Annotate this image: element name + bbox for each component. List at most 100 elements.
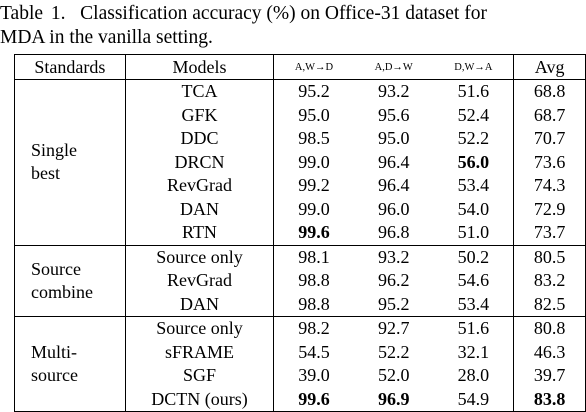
table-body: Single best TCA 95.2 93.2 51.6 68.8 GFK 95.0 95.6… — [14, 79, 586, 412]
value-awd-cell: 98.8 — [298, 270, 330, 291]
value-adw-cell: 96.9 — [354, 388, 434, 412]
value-dwa-cell: 54.6 — [433, 269, 515, 293]
caption-line-1: Table 1. Classification accuracy (%) on … — [0, 1, 487, 27]
value-dwa-cell: 52.4 — [433, 103, 515, 127]
value-awd-cell: 98.5 — [298, 128, 330, 149]
value-awd-cell: 99.6 — [274, 221, 354, 245]
standard-label-line: Multi- — [31, 342, 78, 362]
value-dwa-cell: 50.2 — [433, 244, 515, 269]
table-row: DCTN (ours) 99.6 96.9 54.9 83.8 — [15, 387, 586, 412]
value-dwa-cell: 54.9 — [433, 387, 515, 412]
caption-line-2: MDA in the vanilla setting. — [0, 27, 213, 48]
value-avg-cell: 83.2 — [533, 270, 566, 291]
standard-label-line: combine — [31, 281, 93, 302]
value-dwa-cell: 51.6 — [433, 316, 515, 341]
value-dwa-cell: 53.4 — [433, 174, 515, 198]
table-row: sFRAME 54.5 52.2 32.1 46.3 — [15, 340, 586, 364]
value-adw-cell: 96.4 — [377, 175, 410, 196]
value-avg-cell: 39.7 — [533, 365, 566, 386]
value-avg-cell: 80.8 — [513, 316, 586, 341]
value-adw-cell: 93.2 — [377, 81, 410, 102]
table-row: DDC 98.5 95.0 52.2 70.7 — [15, 127, 586, 151]
value-dwa-cell: 54.0 — [433, 197, 515, 221]
value-adw-cell: 96.0 — [377, 198, 410, 219]
value-awd-cell: 98.2 — [273, 316, 354, 341]
model-cell: sFRAME — [125, 340, 275, 364]
model-cell: Source only — [125, 316, 275, 341]
value-adw-cell: 95.6 — [377, 104, 410, 125]
value-dwa-cell: 51.0 — [433, 221, 515, 245]
value-adw-cell: 52.0 — [377, 365, 410, 386]
standard-label-line: Source — [31, 258, 81, 279]
value-avg-cell: 68.7 — [533, 104, 566, 125]
table-row: DAN 99.0 96.0 54.0 72.9 — [15, 197, 586, 221]
model-cell: Source only — [125, 244, 275, 269]
model-cell: GFK — [125, 103, 275, 127]
model-cell: RevGrad — [125, 269, 275, 293]
value-dwa-cell: 56.0 — [433, 150, 515, 174]
model-cell: DCTN (ours) — [125, 387, 275, 412]
table-row: RevGrad 99.2 96.4 53.4 74.3 — [15, 174, 586, 198]
value-avg-cell: 74.3 — [533, 175, 566, 196]
header-row: Standards Models A,W→D A,D→W D,W→A Avg — [14, 54, 586, 80]
value-adw-cell: 92.7 — [353, 316, 434, 341]
standard-cell: Multi-source — [14, 316, 126, 412]
standard-label-line: Single — [31, 140, 78, 161]
header-adw: A,D→W — [353, 54, 434, 80]
value-awd-cell: 98.1 — [273, 244, 354, 269]
model-cell: DRCN — [125, 150, 275, 174]
table-row: DAN 98.8 95.2 53.4 82.5 — [15, 292, 586, 317]
value-dwa-cell: 32.1 — [433, 340, 515, 364]
table-row: Multi-source Source only 98.2 92.7 51.6 80.8 — [14, 316, 586, 412]
value-avg-cell: 83.8 — [514, 388, 586, 412]
standard-cell: Single best — [14, 79, 126, 245]
value-awd-cell: 98.8 — [298, 293, 330, 314]
standard-label-line: best — [31, 163, 60, 184]
value-adw-cell: 95.0 — [377, 128, 410, 149]
value-awd-cell: 99.0 — [298, 198, 330, 219]
value-dwa-cell: 28.0 — [433, 364, 515, 388]
caption-text-1: Classification accuracy (%) on Office-31… — [80, 3, 487, 24]
value-awd-cell: 99.2 — [298, 175, 330, 196]
standard-label-line: source — [31, 365, 78, 385]
header-awd: A,W→D — [273, 54, 354, 80]
value-awd-cell: 54.5 — [298, 341, 330, 362]
header-dwa: D,W→A — [433, 54, 515, 80]
value-avg-cell: 82.5 — [533, 293, 566, 314]
value-avg-cell: 80.5 — [513, 244, 586, 269]
best-value: 56.0 — [457, 151, 490, 172]
standard-cell: Source combine — [14, 244, 126, 317]
model-cell: DAN — [125, 197, 275, 221]
model-cell: RevGrad — [125, 174, 275, 198]
value-dwa-cell: 53.4 — [433, 292, 515, 317]
value-awd-cell: 39.0 — [298, 365, 330, 386]
best-value: 99.6 — [298, 388, 330, 409]
value-avg-cell: 73.6 — [533, 151, 566, 172]
table-row: Single best TCA 95.2 93.2 51.6 68.8 — [14, 79, 586, 245]
value-avg-cell: 46.3 — [533, 341, 566, 362]
table-row: SGF 39.0 52.0 28.0 39.7 — [15, 364, 586, 388]
best-value: 83.8 — [533, 388, 566, 409]
table-row: DRCN 99.0 96.4 56.0 73.6 — [15, 150, 586, 174]
value-avg-cell: 72.9 — [533, 198, 566, 219]
value-adw-cell: 96.2 — [377, 270, 410, 291]
model-cell: SGF — [125, 364, 275, 388]
table-row: Source combine Source only 98.1 93.2 50.2 80.5 — [14, 244, 586, 317]
value-dwa-cell: 52.2 — [433, 127, 515, 151]
value-avg-cell: 73.7 — [533, 222, 566, 243]
caption-label: Table 1. — [0, 3, 66, 24]
value-adw-cell: 96.4 — [377, 151, 410, 172]
model-cell: DDC — [125, 127, 275, 151]
value-avg-cell: 68.8 — [533, 81, 566, 102]
table-row: GFK 95.0 95.6 52.4 68.7 — [15, 103, 586, 127]
value-adw-cell: 52.2 — [377, 341, 410, 362]
value-awd-cell: 95.0 — [298, 104, 330, 125]
value-adw-cell: 96.8 — [377, 222, 410, 243]
value-adw-cell: 93.2 — [353, 244, 434, 269]
best-value: 99.6 — [298, 222, 330, 243]
value-adw-cell: 95.2 — [377, 293, 410, 314]
header-models: Models — [125, 54, 275, 80]
header-standards: Standards — [14, 54, 126, 80]
model-cell: RTN — [125, 221, 275, 245]
value-awd-cell: 99.6 — [274, 388, 354, 412]
